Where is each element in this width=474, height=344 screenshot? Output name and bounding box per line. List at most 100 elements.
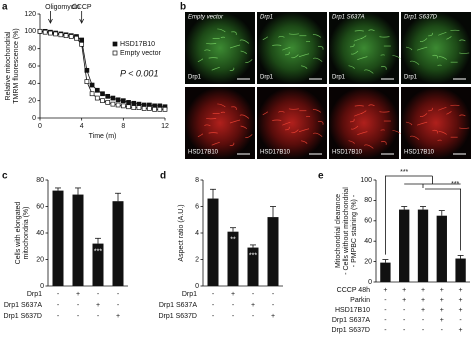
mito-network [350,118,355,123]
mito-network [262,111,269,116]
mito-network [282,46,291,51]
legend-marker [112,50,118,56]
mito-network [432,54,438,59]
condition-sign: + [76,291,80,298]
condition-sign: - [459,317,462,324]
condition-sign: - [97,313,100,320]
x-tick-label: 4 [80,123,84,130]
y-tick-label: 0 [368,279,372,286]
micrograph [185,87,255,159]
row-label: Drp1 [332,75,346,81]
y-axis-label: TMRM fluorescence (%) [13,28,20,103]
data-point [110,95,116,101]
mito-network [405,46,413,51]
data-point [48,30,53,36]
significance: *** [400,169,408,176]
condition-label: Drp1 S637A [159,302,197,309]
micrograph [401,87,471,159]
condition-label: Drp1 S637A [332,317,370,324]
condition-sign: - [441,327,444,334]
mito-network [380,129,385,131]
mito-network [350,50,359,55]
row-label: HSD17B10 [332,150,363,156]
mito-network [350,125,359,130]
condition-sign: - [272,291,275,298]
x-tick-label: 0 [38,123,42,130]
condition-sign: - [117,302,120,309]
mito-network [364,144,374,149]
mito-network [291,129,299,134]
condition-sign: + [459,327,463,334]
bar [247,247,259,286]
mito-network [459,127,470,129]
mito-network [438,107,447,111]
mito-network [381,141,387,145]
condition-sign: - [272,302,275,309]
y-tick-label: 40 [36,230,44,237]
mito-network [417,46,428,51]
mito-network [437,64,442,66]
data-point [94,87,100,93]
condition-sign: - [117,291,120,298]
bar [92,243,104,286]
bar [52,190,64,286]
condition-sign: - [77,313,80,320]
condition-sign: + [231,291,235,298]
mito-network [459,114,466,117]
mito-network [204,124,211,127]
data-point [37,28,43,34]
condition-label: Drp1 S637D [331,327,370,334]
y-tick-label: 0 [195,283,199,290]
condition-sign: - [252,291,255,298]
mito-network [240,50,247,55]
mito-network [419,38,428,42]
panel-label: d [160,171,166,182]
data-point [100,91,105,97]
condition-sign: - [403,327,406,334]
condition-sign: - [384,307,387,314]
condition-sign: + [459,287,463,294]
y-tick-label: 100 [24,28,36,35]
mito-network [245,134,253,138]
data-point [74,35,79,41]
row-label: HSD17B10 [260,150,291,156]
data-point [120,103,126,109]
mito-network [298,53,310,58]
mito-network [278,35,285,38]
mito-network [208,132,218,134]
condition-sign: - [212,291,215,298]
condition-sign: + [402,297,406,304]
mito-network [317,121,324,125]
mito-network [428,107,433,112]
condition-sign: - [212,313,215,320]
data-point [53,31,58,37]
mito-network [312,109,322,113]
condition-sign: - [232,302,235,309]
bracket [385,175,461,255]
mito-network [206,117,217,120]
mito-network [220,111,226,113]
mito-network [197,133,204,138]
mito-network [438,56,447,60]
row-label: Drp1 [404,75,418,81]
column-label: Drp1 [260,15,273,21]
y-tick-label: 80 [36,177,44,184]
data-point [131,100,137,106]
mito-network [288,33,299,35]
bar [436,215,447,282]
mito-network [446,111,452,115]
panel-label: b [180,2,186,13]
mito-network [368,29,375,32]
mito-network [364,69,374,74]
condition-sign: + [421,287,425,294]
y-tick-label: 0 [40,283,44,290]
y-tick-label: 100 [360,177,372,184]
mito-network [450,29,460,32]
mito-network [417,121,428,126]
y-axis-label: Relative mitochondrial [5,31,12,100]
mito-network [278,110,285,113]
data-point [131,105,137,110]
data-point [126,104,131,110]
y-tick-label: 120 [24,11,36,18]
annotation: CCCP [72,4,92,11]
